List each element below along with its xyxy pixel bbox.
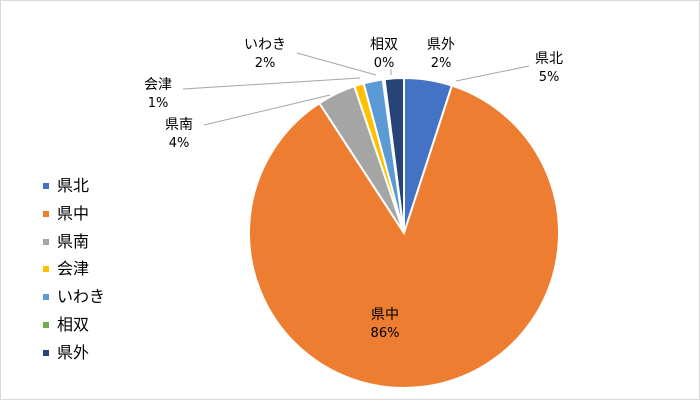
- data-label-category-kenpoku: 県北: [535, 51, 563, 67]
- legend-swatch: [43, 294, 49, 300]
- legend-label: いわき: [57, 287, 106, 306]
- legend-item-aizu: 会津: [43, 257, 89, 281]
- legend-item-kenpoku: 県北: [43, 174, 89, 198]
- legend-item-soso: 相双: [43, 313, 89, 337]
- data-label-percent-kennan: 4%: [169, 136, 190, 151]
- legend-label: 会津: [57, 259, 90, 278]
- data-label-percent-iwaki: 2%: [255, 56, 276, 71]
- legend-swatch: [43, 211, 49, 217]
- data-label-category-iwaki: いわき: [244, 37, 286, 53]
- data-label-percent-kengai: 2%: [431, 56, 452, 71]
- data-label-percent-aizu: 1%: [148, 96, 169, 111]
- legend-label: 県外: [57, 343, 90, 362]
- leader-line-kennan: [203, 94, 331, 126]
- leader-line-aizu: [182, 77, 361, 90]
- data-label-category-kennan: 県南: [165, 117, 193, 133]
- data-label-category-kengai: 県外: [427, 37, 455, 53]
- legend-label: 県中: [57, 204, 90, 223]
- pie-slice-kenchu: [248, 84, 560, 389]
- data-label-percent-kenchu: 86%: [371, 326, 400, 341]
- legend-swatch: [43, 183, 49, 189]
- legend-swatch: [43, 239, 49, 245]
- leader-line-iwaki: [296, 52, 377, 76]
- data-label-category-soso: 相双: [370, 37, 398, 53]
- legend-label: 県北: [57, 176, 90, 195]
- legend-swatch: [43, 322, 49, 328]
- data-label-category-aizu: 会津: [144, 77, 172, 93]
- pie-slice-kengai: [383, 76, 405, 234]
- legend-swatch: [43, 266, 49, 272]
- legend-item-iwaki: いわき: [43, 285, 105, 309]
- legend-label: 相双: [57, 315, 90, 334]
- legend-swatch: [43, 350, 49, 356]
- legend-item-kennan: 県南: [43, 230, 89, 254]
- legend-item-kenchu: 県中: [43, 202, 89, 226]
- leader-line-kenpoku: [455, 65, 530, 82]
- legend-item-kengai: 県外: [43, 341, 89, 365]
- data-label-category-kenchu: 県中: [371, 307, 399, 323]
- legend-label: 県南: [57, 232, 90, 251]
- data-label-percent-kenpoku: 5%: [539, 70, 560, 85]
- data-label-percent-soso: 0%: [374, 56, 395, 71]
